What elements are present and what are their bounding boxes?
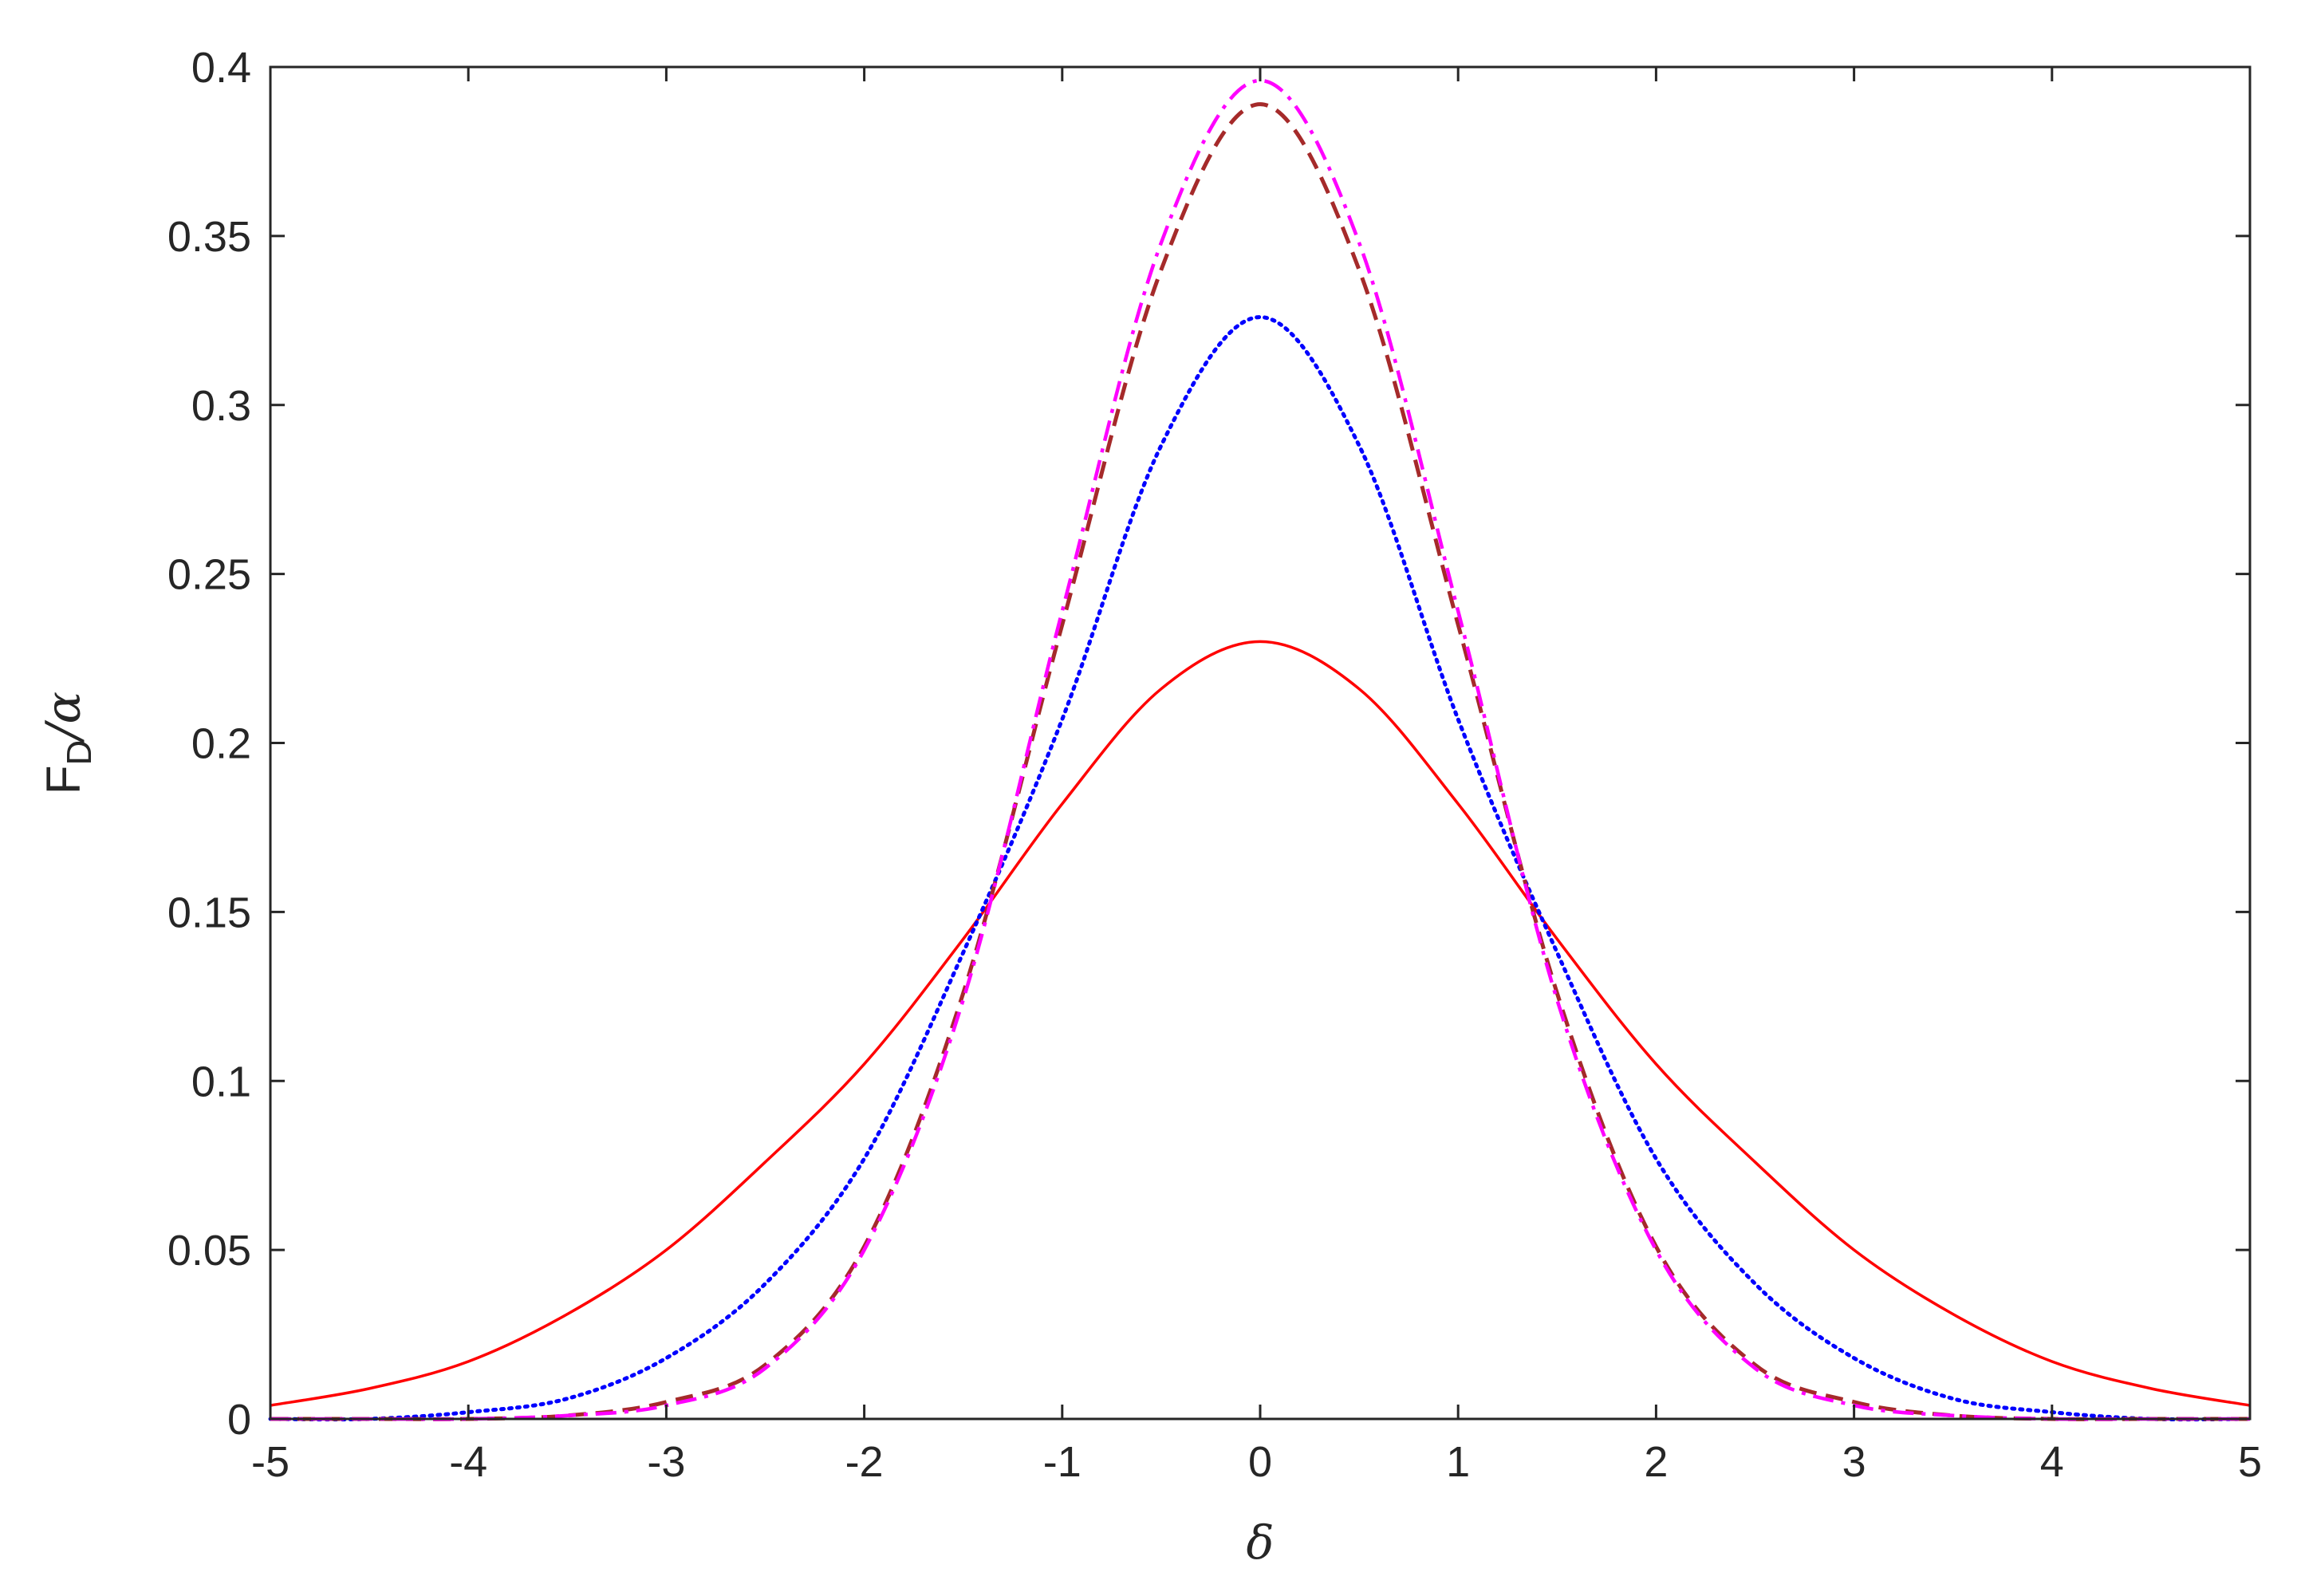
x-tick-label: -5 [251, 1438, 290, 1486]
y-tick-label: 0 [227, 1396, 251, 1444]
series-line-4-dashdot [270, 78, 2250, 1421]
y-axis-label: FD/α [36, 692, 99, 794]
x-tick-label: -4 [449, 1438, 487, 1486]
y-axis-label-subscript: D [60, 740, 99, 766]
series-line-2-dotted [268, 315, 2252, 1422]
x-axis: -5 -4 -3 -2 -1 0 1 2 3 4 5 [251, 67, 2262, 1486]
x-tick-label: -3 [647, 1438, 685, 1486]
x-tick-label: 4 [2040, 1438, 2064, 1486]
series-line-3-dashed [270, 102, 2250, 1421]
y-tick-label: 0.25 [167, 551, 251, 599]
y-axis-label-suffix: /α [36, 692, 92, 744]
y-tick-label: 0.1 [191, 1058, 251, 1105]
y-tick-label: 0.3 [191, 382, 251, 430]
y-tick-label: 0.15 [167, 889, 251, 936]
y-tick-label: 0.4 [191, 44, 251, 92]
x-tick-label: 1 [1446, 1438, 1470, 1486]
y-tick-label: 0.05 [167, 1227, 251, 1275]
series-layer [268, 78, 2252, 1422]
x-tick-label: 2 [1644, 1438, 1668, 1486]
x-tick-label: 0 [1248, 1438, 1272, 1486]
x-tick-label: -1 [1043, 1438, 1082, 1486]
y-tick-label: 0.2 [191, 720, 251, 768]
y-axis: 0 0.05 0.1 0.15 0.2 0.25 0.3 0.35 0.4 [167, 44, 2250, 1444]
series-line-1-solid [270, 640, 2251, 1407]
x-axis-label: δ [1247, 1515, 1275, 1570]
x-tick-label: 5 [2238, 1438, 2262, 1486]
y-tick-label: 0.35 [167, 213, 251, 261]
x-tick-label: 3 [1842, 1438, 1866, 1486]
y-axis-label-main: F [37, 765, 90, 794]
x-tick-label: -2 [845, 1438, 884, 1486]
